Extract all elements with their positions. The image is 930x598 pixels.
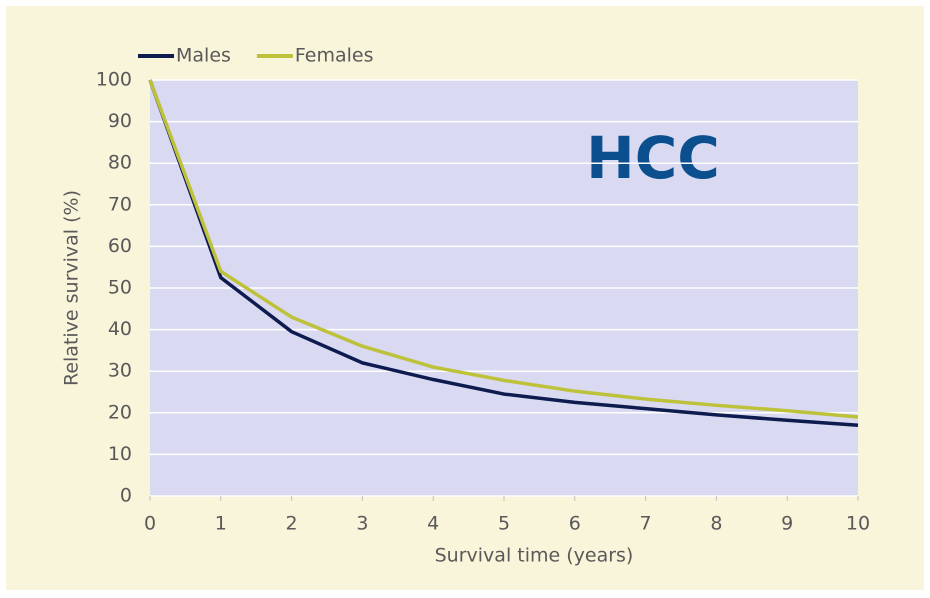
x-tick-label: 8 — [710, 513, 722, 535]
y-tick-label: 70 — [108, 193, 132, 215]
series-line — [148, 79, 859, 419]
y-tick-label: 90 — [108, 110, 132, 132]
x-axis-label: Survival time (years) — [435, 545, 634, 567]
x-tick-label: 4 — [427, 513, 439, 535]
y-tick-label: 100 — [96, 69, 132, 91]
annotation: HCC — [586, 124, 720, 192]
x-tick-label: 5 — [498, 513, 510, 535]
x-tick-label: 9 — [781, 513, 793, 535]
legend-label: Females — [295, 45, 374, 67]
y-tick-label: 30 — [108, 360, 132, 382]
x-tick-label: 7 — [640, 513, 652, 535]
y-tick-label: 0 — [120, 485, 132, 507]
x-tick-label: 3 — [356, 513, 368, 535]
y-tick-label: 20 — [108, 401, 132, 423]
y-axis-label: Relative survival (%) — [61, 190, 83, 386]
x-tick-label: 10 — [846, 513, 870, 535]
y-tick-label: 40 — [108, 318, 132, 340]
y-tick-label: 50 — [108, 277, 132, 299]
x-tick-label: 2 — [286, 513, 298, 535]
series-line — [148, 79, 859, 428]
x-tick-label: 1 — [215, 513, 227, 535]
legend-label: Males — [176, 45, 231, 67]
y-tick-label: 10 — [108, 443, 132, 465]
y-tick-label: 80 — [108, 152, 132, 174]
y-tick-label: 60 — [108, 235, 132, 257]
x-tick-label: 6 — [569, 513, 581, 535]
x-tick-label: 0 — [144, 513, 156, 535]
